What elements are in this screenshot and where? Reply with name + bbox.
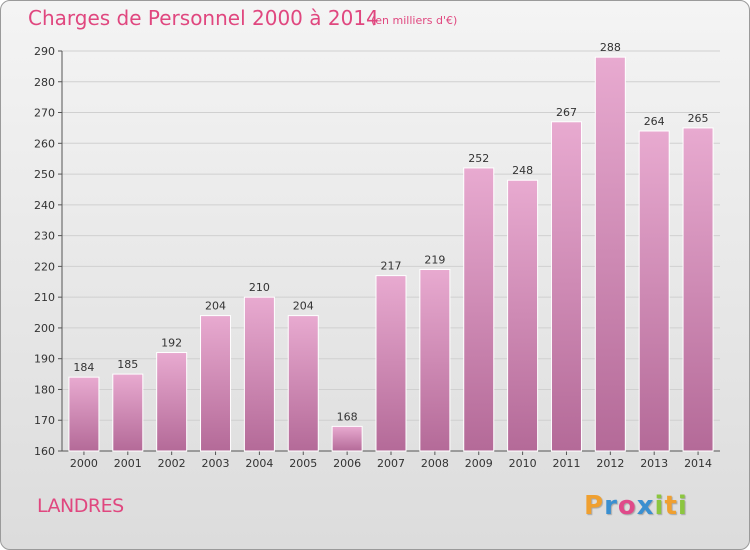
x-tick-label-2009: 2009 — [465, 457, 493, 470]
x-tick-label-2004: 2004 — [245, 457, 273, 470]
y-tick-label: 290 — [34, 45, 55, 58]
bar-2014 — [682, 127, 714, 452]
bar-2003 — [200, 315, 232, 452]
x-tick-label-2000: 2000 — [70, 457, 98, 470]
y-tick-label: 200 — [34, 322, 55, 335]
bar-2006 — [331, 425, 363, 452]
data-label-2003: 204 — [205, 300, 226, 313]
data-label-2009: 252 — [468, 152, 489, 165]
y-tick-label: 160 — [34, 445, 55, 458]
bar-2004 — [243, 296, 275, 452]
data-label-2010: 248 — [512, 164, 533, 177]
x-tick-label-2007: 2007 — [377, 457, 405, 470]
bar-2000 — [68, 376, 100, 452]
bar-2002 — [156, 352, 188, 452]
chart-title: Charges de Personnel 2000 à 2014 — [28, 6, 379, 30]
y-tick-label: 240 — [34, 199, 55, 212]
x-tick-label-2005: 2005 — [289, 457, 317, 470]
data-label-2000: 184 — [73, 361, 94, 374]
bar-2005 — [287, 315, 319, 452]
x-tick-label-2006: 2006 — [333, 457, 361, 470]
data-label-2011: 267 — [556, 106, 577, 119]
bar-2011 — [550, 121, 582, 452]
bar-2012 — [594, 56, 626, 452]
data-label-2008: 219 — [424, 253, 445, 266]
data-label-2001: 185 — [117, 358, 138, 371]
data-label-2004: 210 — [249, 281, 270, 294]
commune-name: LANDRES — [37, 495, 124, 517]
x-tick-label-2011: 2011 — [552, 457, 580, 470]
y-tick-label: 230 — [34, 230, 55, 243]
y-tick-label: 270 — [34, 107, 55, 120]
bar-2010 — [507, 179, 539, 452]
logo-letter: t — [664, 491, 678, 521]
logo-letter: P — [584, 491, 605, 521]
data-label-2012: 288 — [600, 41, 621, 54]
x-tick-label-2003: 2003 — [202, 457, 230, 470]
logo-letter: i — [654, 491, 665, 521]
x-tick-label-2013: 2013 — [640, 457, 668, 470]
chart-subtitle: (en milliers d'€) — [371, 14, 458, 27]
data-label-2006: 168 — [337, 410, 358, 423]
y-tick-label: 260 — [34, 137, 55, 150]
bar-2007 — [375, 275, 407, 452]
bar-2009 — [463, 167, 495, 452]
logo-letter: o — [617, 491, 637, 521]
data-label-2007: 217 — [381, 260, 402, 273]
data-label-2005: 204 — [293, 300, 314, 313]
proxiti-logo[interactable]: Proxiti — [584, 491, 688, 521]
bar-2013 — [638, 130, 670, 452]
x-tick-label-2001: 2001 — [114, 457, 142, 470]
y-tick-label: 220 — [34, 260, 55, 273]
x-tick-label-2012: 2012 — [596, 457, 624, 470]
x-tick-label-2008: 2008 — [421, 457, 449, 470]
logo-letter: x — [636, 491, 655, 521]
x-tick-label-2010: 2010 — [509, 457, 537, 470]
logo-letter: r — [604, 491, 618, 521]
x-tick-label-2014: 2014 — [684, 457, 712, 470]
y-tick-label: 280 — [34, 76, 55, 89]
data-labels: 184 185 192 204 210 204 168 217 219 252 248 267 288 2… — [73, 41, 708, 423]
y-tick-label: 250 — [34, 168, 55, 181]
y-tick-label: 190 — [34, 353, 55, 366]
axes: 160 170 180 190 200 210 220 230 240 250 260 270 280 2… — [34, 45, 720, 470]
y-tick-label: 180 — [34, 383, 55, 396]
logo-letter: i — [677, 491, 688, 521]
bars — [68, 56, 714, 452]
data-label-2013: 264 — [644, 115, 665, 128]
bar-2001 — [112, 373, 144, 452]
data-label-2014: 265 — [688, 112, 709, 125]
x-tick-label-2002: 2002 — [158, 457, 186, 470]
data-label-2002: 192 — [161, 337, 182, 350]
bar-2008 — [419, 268, 451, 452]
y-tick-label: 170 — [34, 414, 55, 427]
y-tick-label: 210 — [34, 291, 55, 304]
